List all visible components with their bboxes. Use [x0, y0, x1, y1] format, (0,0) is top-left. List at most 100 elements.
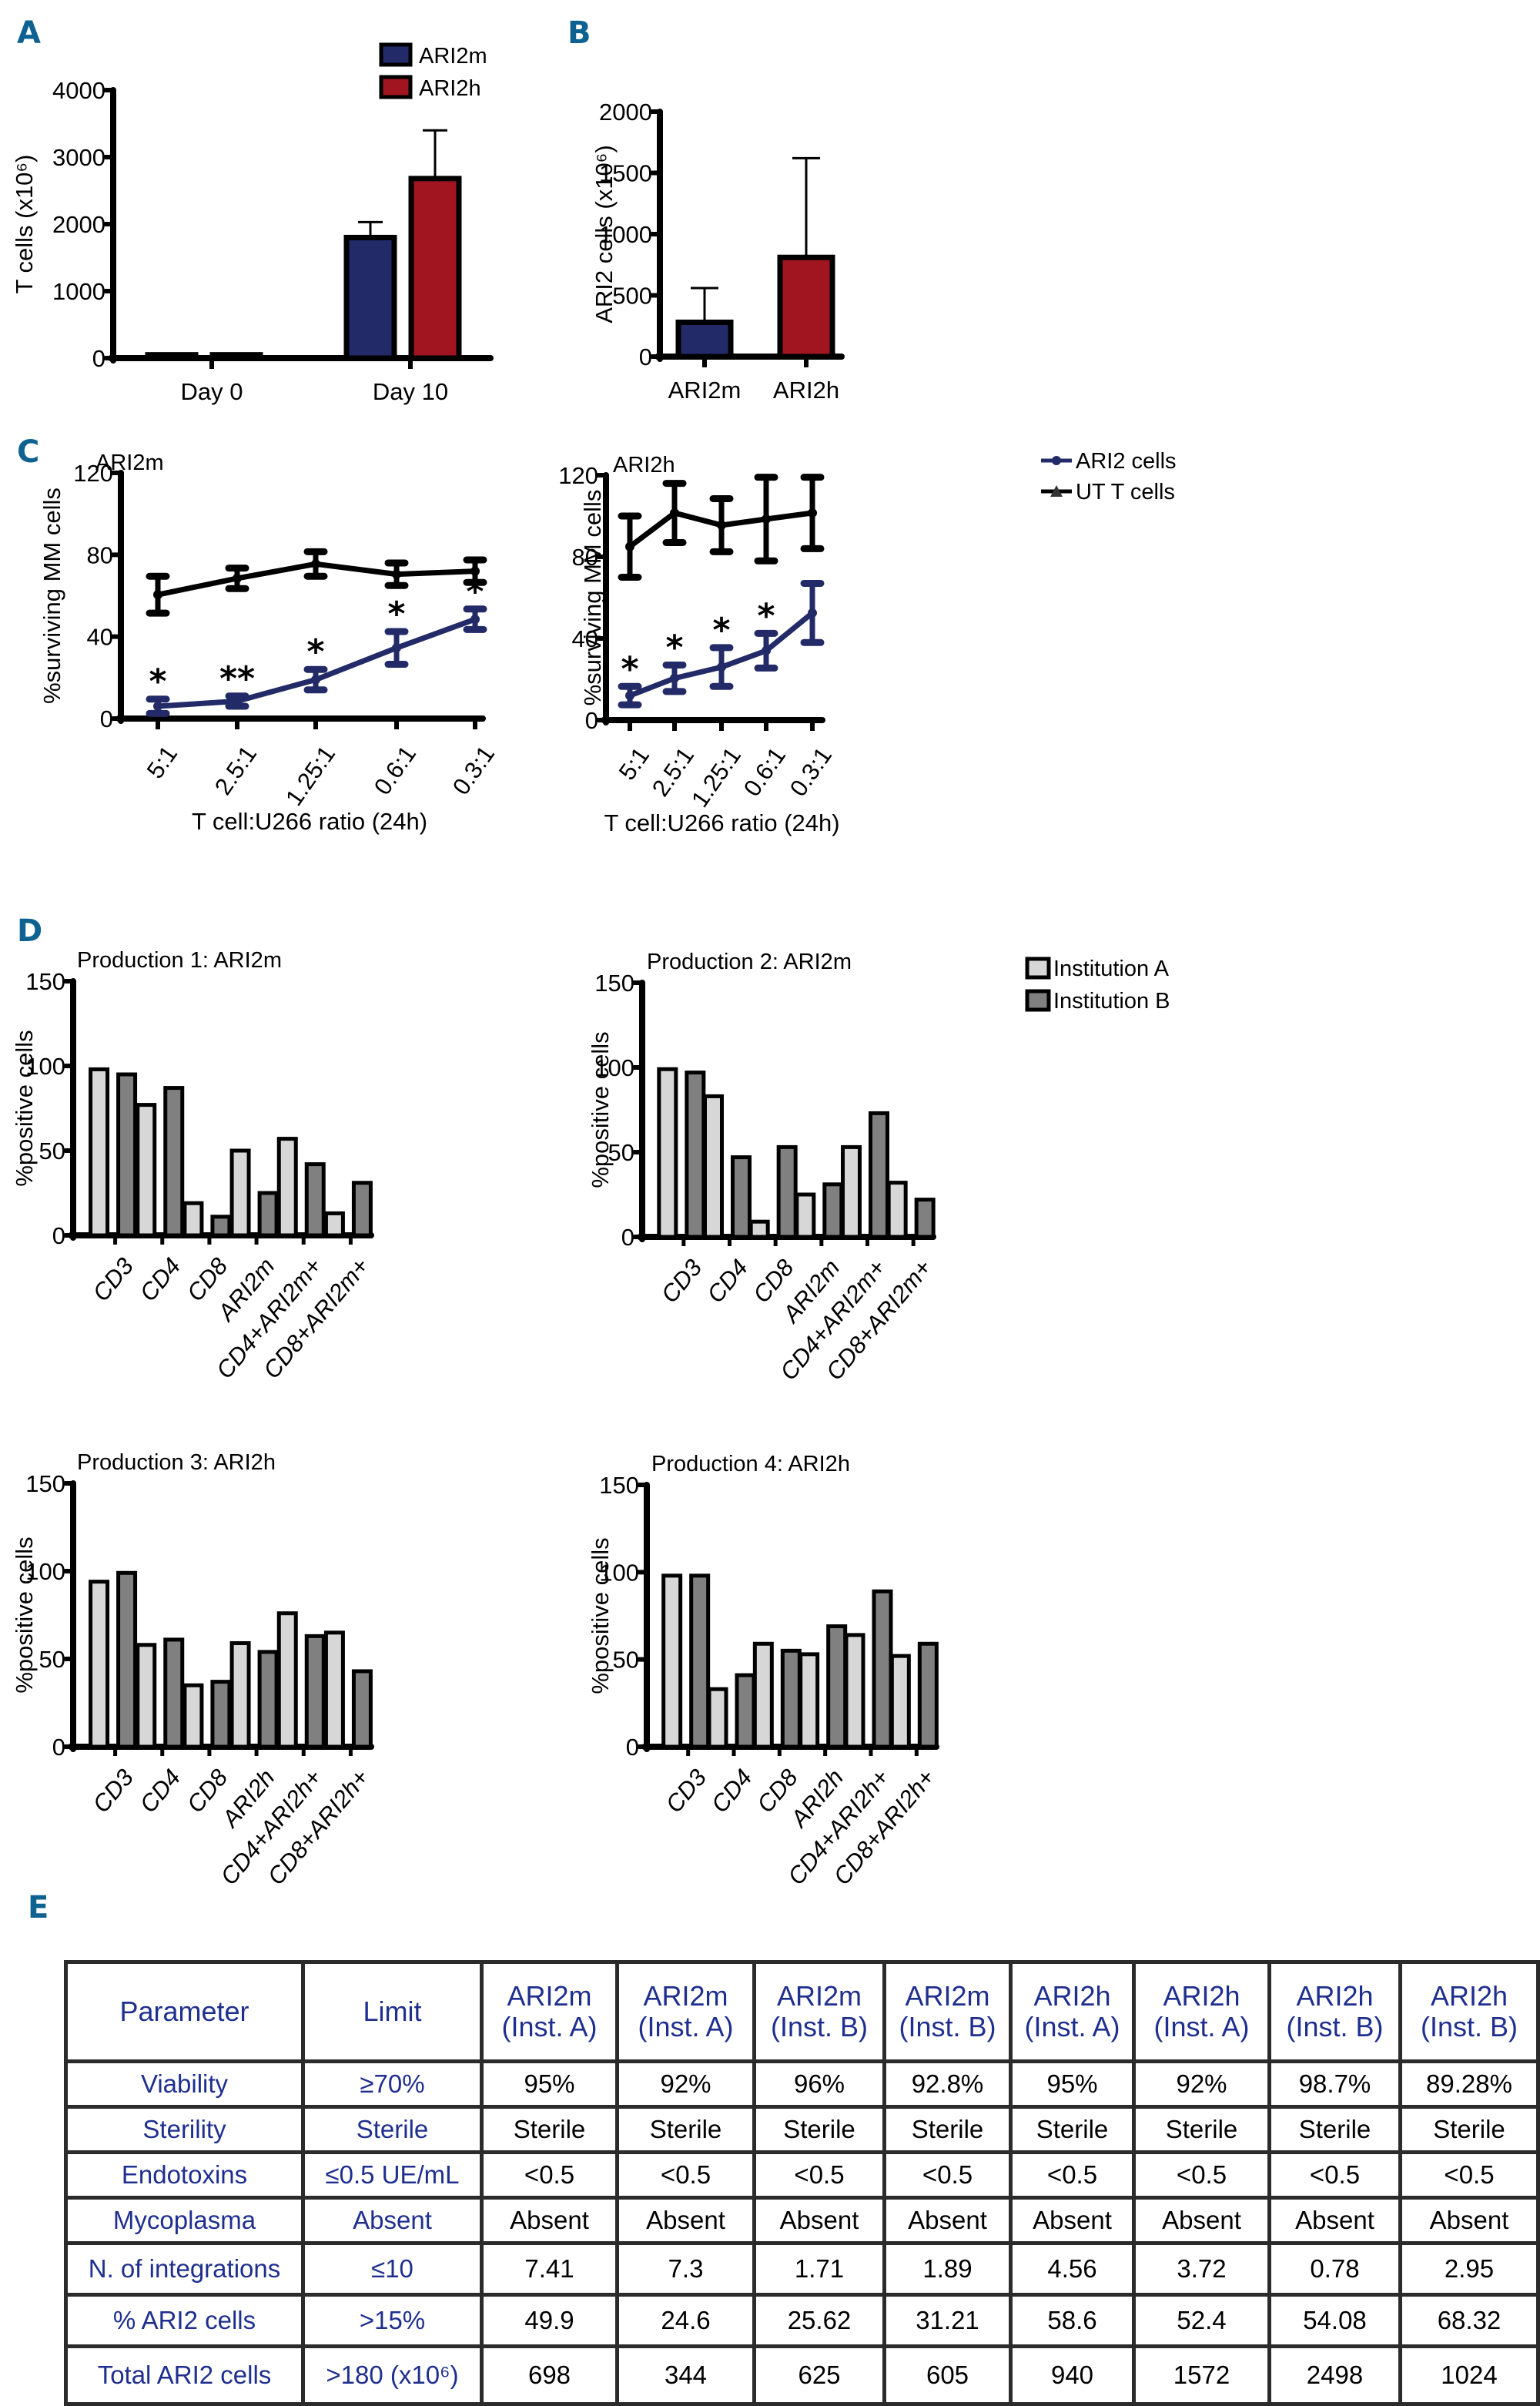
y-tick-label: 4000	[52, 77, 105, 104]
bar-institution-b	[914, 1198, 936, 1239]
x-tick-label: 0.6:1	[738, 742, 791, 802]
data-point	[625, 691, 634, 701]
significance-marker: *	[306, 632, 324, 672]
y-axis-title: %positive cells	[11, 1536, 38, 1693]
value-cell: 31.21	[882, 2293, 1013, 2348]
column-header-line1: ARI2m	[776, 1980, 862, 2012]
y-tick-label: 150	[25, 1470, 65, 1497]
column-header: ARI2h (Inst. B)	[1398, 1960, 1540, 2063]
bar-institution-b	[257, 1650, 279, 1749]
x-axis-title: T cell:U266 ratio (24h)	[192, 808, 427, 835]
significance-marker: *	[387, 595, 405, 634]
y-tick-label: 100	[599, 1559, 639, 1586]
value-cell: Sterile	[752, 2105, 886, 2154]
table-row: Mycoplasma Absent Absent Absent Absent Absent…	[64, 2196, 1540, 2245]
value-cell: 7.3	[615, 2241, 756, 2297]
chart-c-ari2m-cytotoxicity: 0 40 80 120 %surviving MM cells ARI2m 5:1 2.5:1…	[38, 451, 500, 835]
value-cell: 7.41	[480, 2241, 619, 2297]
value-cell: <0.5	[752, 2150, 886, 2200]
data-point	[717, 520, 726, 530]
bar-institution-b	[304, 1634, 326, 1749]
x-tick-label: Day 0	[181, 378, 243, 405]
data-point	[470, 566, 480, 576]
bar-institution-a	[844, 1633, 865, 1749]
y-tick-label: 40	[572, 625, 598, 652]
bar-institution-a	[182, 1201, 204, 1238]
x-tick-label: CD3	[661, 1764, 712, 1818]
y-tick-label: 0	[52, 1222, 65, 1249]
limit-cell: Sterile	[301, 2105, 484, 2154]
bar-institution-b	[776, 1144, 798, 1239]
column-header-line2: (Inst. A)	[638, 2011, 734, 2042]
bar-institution-a	[841, 1144, 862, 1239]
value-cell: <0.5	[1267, 2150, 1402, 2200]
bar-institution-b	[351, 1181, 373, 1238]
chart-title: Production 1: ARI2m	[77, 948, 282, 973]
parameter-cell: % ARI2 cells	[64, 2293, 305, 2348]
legend-label: UT T cells	[1076, 480, 1175, 504]
bar-institution-b	[163, 1086, 185, 1238]
value-cell: 96%	[752, 2059, 886, 2109]
bar-institution-b	[116, 1072, 138, 1238]
value-cell: Absent	[882, 2196, 1013, 2245]
chart-title: ARI2h	[613, 453, 675, 478]
value-cell: Sterile	[1398, 2105, 1540, 2154]
y-axis-title: %positive cells	[11, 1030, 38, 1186]
limit-cell: >15%	[301, 2293, 484, 2348]
chart-d-production-2: 0 50 100 150 %positive cells Production 2: AR…	[587, 950, 1170, 1386]
legend-swatch	[379, 75, 413, 99]
value-cell: Absent	[1009, 2196, 1136, 2245]
significance-marker: *	[149, 662, 166, 702]
limit-cell: ≥70%	[301, 2059, 484, 2109]
value-cell: 1.71	[752, 2241, 886, 2297]
y-axis-title: %surviving MM cells	[579, 490, 606, 706]
data-point	[808, 508, 817, 518]
bar-institution-a	[136, 1103, 157, 1238]
data-point	[311, 559, 320, 569]
column-header-line1: ARI2m	[507, 1980, 592, 2012]
column-header-line1: Limit	[363, 1996, 422, 2028]
bar-institution-a	[229, 1148, 251, 1238]
column-header-line1: ARI2m	[643, 1980, 728, 2012]
bar-institution-b	[116, 1570, 138, 1749]
column-header: ARI2h (Inst. A)	[1009, 1960, 1136, 2063]
y-tick-label: 100	[594, 1054, 634, 1081]
chart-a-t-cell-expansion: 0 1000 2000 3000 4000 T cells (x10⁶) Day 0 Day …	[11, 42, 494, 405]
bar-ari2m	[675, 319, 734, 360]
value-cell: Absent	[615, 2196, 756, 2245]
bar-institution-b	[304, 1162, 326, 1238]
column-header-line2: (Inst. B)	[770, 2011, 869, 2042]
data-point	[153, 702, 162, 712]
y-tick-label: 50	[39, 1138, 65, 1164]
y-tick-label: 0	[585, 707, 598, 734]
x-tick-label: CD4	[701, 1254, 753, 1308]
table-row: Sterility Sterile Sterile Sterile Sterile Ste…	[64, 2105, 1540, 2154]
data-point	[153, 590, 162, 600]
value-cell: 98.7%	[1267, 2059, 1402, 2109]
bar-institution-b	[735, 1673, 756, 1749]
chart-d-production-4: 0 50 100 150 %positive cells Production 4: AR…	[587, 1452, 940, 1890]
x-tick-label: CD4	[706, 1764, 758, 1818]
column-header-line1: ARI2h	[1163, 1980, 1240, 2012]
value-cell: 4.56	[1009, 2241, 1136, 2297]
value-cell: Absent	[480, 2196, 619, 2245]
bar-institution-b	[917, 1641, 939, 1749]
table-row: % ARI2 cells >15% 49.9 24.6 25.62 31.21 58.6 52…	[64, 2293, 1540, 2348]
bar-ari2h	[777, 254, 835, 360]
data-point	[392, 569, 401, 579]
y-tick-label: 3000	[52, 144, 105, 171]
y-tick-label: 50	[613, 1647, 639, 1674]
y-tick-label: 2000	[599, 99, 652, 126]
bar-institution-b	[869, 1111, 889, 1239]
legend-label: ARI2 cells	[1076, 449, 1177, 474]
table-row: N. of integrations ≤10 7.41 7.3 1.71 1.89 4.56…	[64, 2241, 1540, 2297]
bar-institution-a	[752, 1641, 774, 1749]
y-axis-title: %surviving MM cells	[38, 488, 65, 704]
value-cell: Absent	[1398, 2196, 1540, 2245]
legend-swatch	[1025, 957, 1051, 980]
value-cell: 3.72	[1132, 2241, 1271, 2297]
table-row: Viability ≥70% 95% 92% 96% 92.8% 95% 92% 98.7% 89…	[64, 2059, 1540, 2109]
value-cell: 52.4	[1132, 2293, 1271, 2348]
data-point	[670, 673, 679, 683]
